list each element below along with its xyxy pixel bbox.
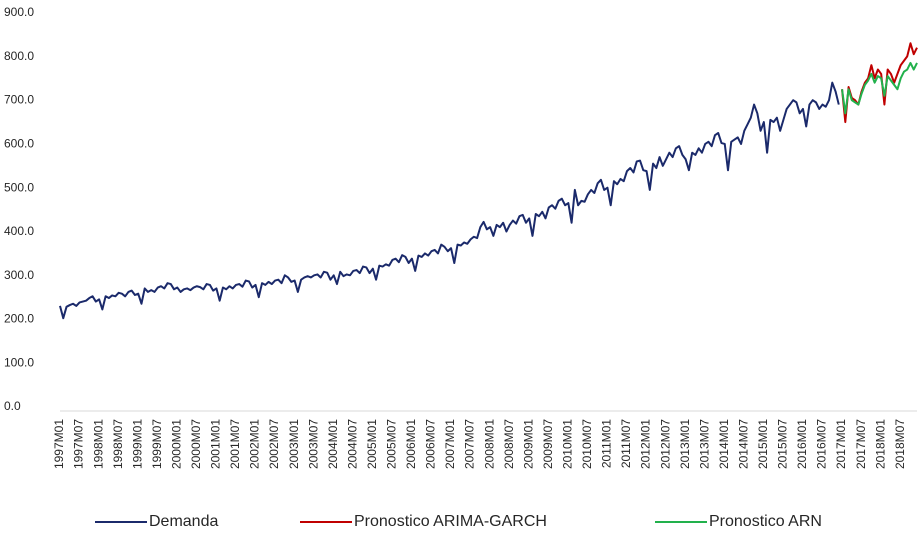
x-tick-label: 2012M01 [639, 419, 653, 469]
y-tick-label: 400.0 [4, 224, 34, 238]
legend-label: Demanda [149, 513, 218, 530]
x-tick-label: 2011M01 [600, 419, 614, 468]
y-tick-label: 800.0 [4, 49, 34, 63]
x-tick-label: 2016M01 [795, 419, 809, 469]
x-tick-label: 2003M01 [287, 419, 301, 469]
y-tick-label: 100.0 [4, 355, 34, 369]
y-tick-label: 900.0 [4, 5, 34, 19]
x-tick-label: 2004M07 [345, 419, 359, 469]
x-tick-label: 2010M07 [580, 419, 594, 469]
x-tick-label: 1998M07 [111, 419, 125, 469]
x-tick-label: 2018M07 [893, 419, 907, 469]
y-tick-label: 600.0 [4, 137, 34, 151]
x-tick-label: 2009M01 [521, 419, 535, 469]
x-tick-label: 2018M01 [873, 419, 887, 469]
x-tick-label: 2002M01 [248, 419, 262, 469]
x-tick-label: 2005M07 [385, 419, 399, 469]
x-tick-label: 2013M07 [697, 419, 711, 469]
x-tick-label: 2002M07 [267, 419, 281, 469]
x-tick-label: 2007M07 [463, 419, 477, 469]
x-tick-label: 2004M01 [326, 419, 340, 469]
x-tick-label: 2010M01 [561, 419, 575, 469]
x-tick-label: 2006M07 [424, 419, 438, 469]
x-tick-label: 2008M01 [482, 419, 496, 469]
x-tick-label: 2007M01 [443, 419, 457, 469]
y-tick-label: 300.0 [4, 268, 34, 282]
x-tick-label: 1997M07 [72, 419, 86, 469]
x-tick-label: 2003M07 [306, 419, 320, 469]
x-tick-label: 2005M01 [365, 419, 379, 469]
x-tick-label: 2012M07 [658, 419, 672, 469]
x-tick-label: 2015M07 [776, 419, 790, 469]
x-tick-label: 1997M01 [52, 419, 66, 469]
y-tick-label: 500.0 [4, 180, 34, 194]
x-tick-label: 1999M01 [130, 419, 144, 469]
x-tick-label: 2001M01 [209, 419, 223, 469]
x-tick-label: 2013M01 [678, 419, 692, 469]
x-tick-label: 1998M01 [91, 419, 105, 469]
x-tick-label: 2016M07 [815, 419, 829, 469]
x-tick-label: 2006M01 [404, 419, 418, 469]
x-tick-label: 2011M07 [619, 419, 633, 468]
x-tick-label: 2014M07 [736, 419, 750, 469]
y-tick-label: 700.0 [4, 93, 34, 107]
y-tick-label: 0.0 [4, 399, 21, 413]
x-tick-label: 2017M01 [834, 419, 848, 469]
series-line [841, 61, 918, 115]
x-tick-label: 2014M01 [717, 419, 731, 469]
x-tick-label: 2000M01 [169, 419, 183, 469]
x-tick-label: 2017M07 [854, 419, 868, 469]
series-line [841, 42, 918, 124]
x-tick-label: 2009M07 [541, 419, 555, 469]
x-tick-label: 2001M07 [228, 419, 242, 469]
x-tick-label: 2015M01 [756, 419, 770, 469]
legend-label: Pronostico ARIMA-GARCH [354, 513, 547, 530]
x-tick-label: 1999M07 [150, 419, 164, 469]
legend-label: Pronostico ARN [709, 513, 822, 530]
series-line [59, 81, 840, 320]
x-tick-label: 2000M07 [189, 419, 203, 469]
y-tick-label: 200.0 [4, 312, 34, 326]
x-tick-label: 2008M07 [502, 419, 516, 469]
